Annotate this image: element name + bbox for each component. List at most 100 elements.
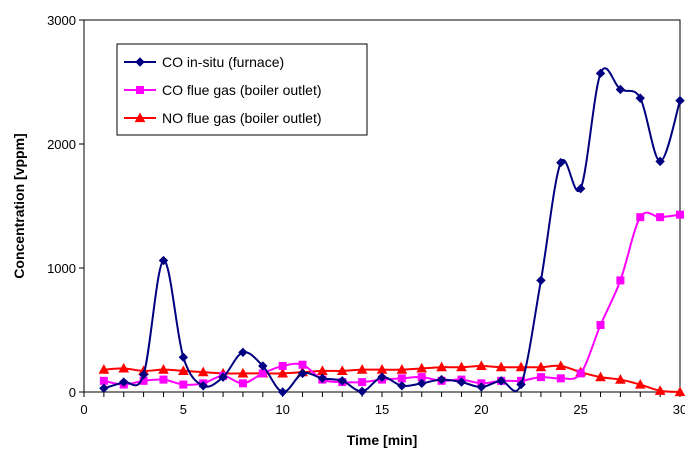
- x-tick-label: 15: [375, 402, 389, 417]
- x-tick-label: 10: [275, 402, 289, 417]
- legend-label: NO flue gas (boiler outlet): [162, 110, 322, 126]
- data-point: [495, 361, 507, 372]
- data-point: [615, 374, 626, 384]
- data-point: [397, 381, 407, 391]
- data-point: [377, 372, 387, 382]
- data-point: [655, 156, 665, 167]
- data-point: [138, 369, 149, 380]
- data-point: [635, 93, 645, 103]
- data-point: [99, 376, 108, 385]
- data-point: [358, 378, 367, 387]
- data-point: [337, 376, 347, 386]
- data-point: [278, 361, 287, 370]
- data-point: [119, 377, 129, 387]
- legend-items: CO in-situ (furnace) CO flue gas (boiler …: [124, 54, 322, 126]
- data-point: [159, 375, 168, 384]
- data-point: [456, 361, 467, 372]
- data-point: [258, 361, 268, 371]
- data-point: [197, 366, 209, 377]
- data-point: [118, 362, 130, 373]
- data-point: [515, 361, 527, 372]
- data-point: [675, 95, 685, 106]
- data-point: [198, 381, 208, 391]
- x-tick-label: 30: [673, 402, 685, 417]
- data-point: [177, 365, 189, 376]
- data-point: [99, 383, 109, 393]
- data-point: [238, 379, 247, 388]
- legend-marker: [135, 57, 145, 67]
- legend-marker: [136, 86, 144, 94]
- data-point: [496, 376, 506, 386]
- data-point: [556, 374, 565, 383]
- legend: CO in-situ (furnace) CO flue gas (boiler …: [116, 43, 368, 136]
- data-point: [595, 68, 606, 79]
- y-tick-label: 1000: [47, 261, 76, 276]
- data-point: [615, 84, 626, 95]
- data-point: [555, 360, 567, 371]
- data-point: [397, 374, 406, 383]
- data-point: [556, 157, 566, 168]
- data-point: [277, 367, 289, 378]
- x-tick-label: 0: [80, 402, 87, 417]
- series-layer: [98, 67, 685, 397]
- legend-label: CO flue gas (boiler outlet): [162, 82, 322, 98]
- data-point: [297, 368, 308, 379]
- data-point: [158, 364, 169, 374]
- x-tick-label: 20: [474, 402, 488, 417]
- data-point: [417, 378, 427, 389]
- data-point: [98, 364, 110, 374]
- data-point: [456, 377, 467, 387]
- data-point: [476, 382, 487, 392]
- y-tick-label: 0: [69, 385, 76, 400]
- data-point: [356, 364, 368, 374]
- data-point: [575, 183, 586, 194]
- legend-box: [116, 43, 368, 136]
- x-axis-title: Time [min]: [347, 432, 418, 448]
- data-point: [218, 372, 228, 382]
- data-point: [158, 255, 169, 266]
- data-point: [674, 386, 685, 397]
- data-point: [535, 361, 547, 372]
- data-point: [536, 275, 546, 286]
- data-point: [576, 369, 585, 378]
- data-point: [277, 387, 288, 397]
- y-axis-ticks: 0 1000 2000 3000: [47, 13, 84, 400]
- legend-marker: [134, 112, 146, 123]
- data-point: [178, 352, 189, 362]
- legend-entry: CO flue gas (boiler outlet): [124, 82, 322, 98]
- y-tick-label: 2000: [47, 137, 76, 152]
- series-co-in-situ-furnace: [99, 67, 685, 397]
- data-point: [436, 374, 447, 385]
- data-point: [596, 321, 605, 330]
- data-point: [475, 360, 487, 371]
- legend-label: CO in-situ (furnace): [162, 54, 284, 70]
- y-axis-title: Concentration [vppm]: [11, 133, 27, 278]
- data-point: [357, 386, 367, 397]
- data-point: [616, 276, 625, 285]
- y-tick-label: 3000: [47, 13, 76, 28]
- data-point: [317, 373, 328, 384]
- data-point: [179, 380, 188, 389]
- data-point: [238, 347, 248, 358]
- data-point: [336, 365, 348, 376]
- x-tick-label: 25: [573, 402, 587, 417]
- data-point: [536, 373, 545, 382]
- x-tick-label: 5: [180, 402, 187, 417]
- legend-entry: NO flue gas (boiler outlet): [124, 110, 322, 126]
- x-axis-ticks: 0 5 10 15 20 25 30: [80, 392, 685, 417]
- data-point: [436, 361, 447, 372]
- data-point: [676, 210, 684, 219]
- data-point: [595, 371, 606, 382]
- data-point: [654, 385, 666, 395]
- data-point: [298, 360, 307, 369]
- data-point: [416, 362, 428, 373]
- data-point: [634, 379, 646, 389]
- data-point: [396, 364, 408, 374]
- data-point: [258, 369, 267, 378]
- data-point: [636, 213, 645, 222]
- data-point: [237, 367, 249, 378]
- data-point: [516, 379, 526, 390]
- data-point: [656, 213, 665, 222]
